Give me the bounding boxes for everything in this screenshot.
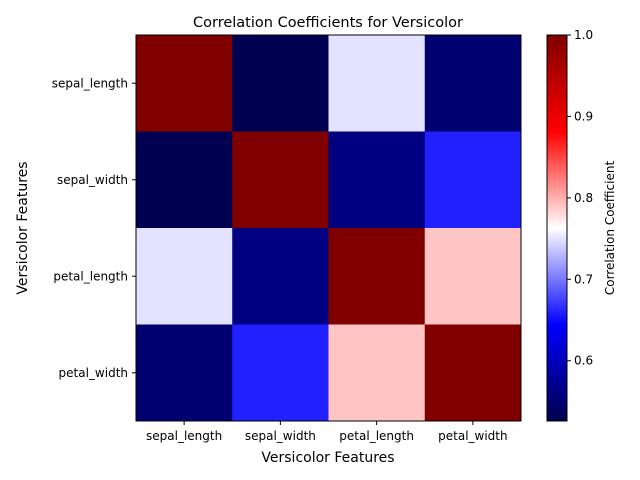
heatmap-cell	[328, 35, 426, 132]
colorbar-tick-label: 0.9	[574, 109, 593, 123]
heatmap-cell	[136, 35, 233, 132]
heatmap-cell	[424, 324, 522, 422]
y-axis-label: Versicolor Features	[15, 161, 31, 294]
x-tick-label: petal_width	[438, 429, 507, 443]
colorbar-tick-label: 1.0	[574, 28, 593, 42]
heatmap-cell	[424, 131, 522, 229]
heatmap-cell	[232, 131, 329, 229]
heatmap-cell	[136, 324, 233, 422]
x-tick-label: petal_length	[339, 429, 414, 443]
heatmap-frame	[135, 34, 522, 422]
chart-title: Correlation Coefficients for Versicolor	[193, 15, 463, 31]
heatmap-cell	[424, 35, 522, 132]
colorbar	[546, 34, 568, 422]
heatmap-cell	[136, 131, 233, 229]
colorbar-ticks: 0.6 0.7 0.8 0.9 1.0	[567, 28, 593, 368]
colorbar-label: Correlation Coefficient	[603, 161, 617, 296]
y-tick-label: petal_width	[59, 366, 128, 380]
y-tick-label: sepal_length	[52, 76, 128, 90]
x-tick-label: sepal_length	[146, 429, 222, 443]
colorbar-tick-label: 0.6	[574, 354, 593, 368]
heatmap-cell	[328, 228, 426, 325]
colorbar-tick-label: 0.8	[574, 191, 593, 205]
heatmap-cell	[424, 228, 522, 325]
y-tick-labels: sepal_length sepal_width petal_lengthpetal…	[52, 76, 136, 380]
x-axis-label: Versicolor Features	[261, 450, 394, 466]
heatmap-cell	[328, 131, 426, 229]
colorbar-tick-label: 0.7	[574, 272, 593, 286]
heatmap-cell	[136, 228, 233, 325]
y-tick-label: sepal_width	[57, 173, 128, 187]
heatmap-cell	[232, 228, 329, 325]
x-tick-label: sepal_width	[245, 429, 316, 443]
heatmap-cell	[328, 324, 426, 422]
heatmap-cell	[232, 35, 329, 132]
heatmap-cell	[232, 324, 329, 422]
heatmap-cells	[136, 35, 522, 422]
y-tick-label: petal_length	[53, 269, 128, 283]
x-tick-labels: sepal_length sepal_width petal_length petal…	[146, 421, 508, 443]
